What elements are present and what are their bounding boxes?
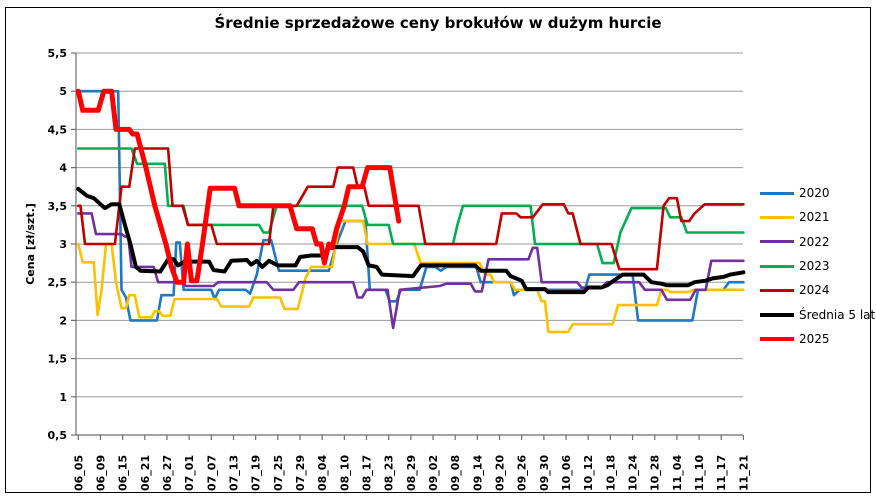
- series-średnia-5-lat: [76, 187, 746, 295]
- legend-swatch-2023: [760, 264, 794, 268]
- legend-swatch-2022: [760, 240, 794, 244]
- x-tick-label: 06_09: [94, 455, 107, 491]
- y-tick-label: 3,5: [48, 200, 68, 213]
- x-tick-label: 06_27: [161, 455, 174, 491]
- legend-swatch-2024: [760, 288, 794, 292]
- y-tick-label: 0,5: [48, 429, 68, 442]
- x-tick-label: 09_30: [538, 455, 551, 491]
- x-tick-label: 09_26: [516, 455, 529, 491]
- x-tick-label: 10_12: [582, 455, 595, 491]
- x-tick-label: 11_17: [715, 455, 728, 491]
- series-2022: [77, 212, 745, 330]
- x-tick-label: 07_07: [205, 455, 218, 491]
- legend: 2020 2021 2022 2023 2024 Średnia 5 lat 2…: [760, 181, 875, 351]
- legend-item-average-5y: Średnia 5 lat: [760, 302, 875, 326]
- y-tick-label: 2,5: [48, 276, 68, 289]
- legend-swatch-average-5y: [760, 312, 794, 317]
- y-tick-label: 3: [59, 238, 67, 251]
- x-tick-label: 08_04: [316, 455, 329, 491]
- x-tick-label: 06_05: [72, 455, 85, 491]
- x-tick-label: 06_15: [117, 455, 130, 491]
- x-tick-label: 08_29: [405, 455, 418, 491]
- series-2025: [75, 88, 402, 285]
- x-tick-label: 08_17: [361, 455, 374, 491]
- x-tick-label: 10_28: [649, 455, 662, 491]
- chart-border: [5, 7, 871, 493]
- y-axis-title: Cena [zł/szt.]: [24, 203, 37, 285]
- x-tick-label: 10_06: [560, 455, 573, 491]
- y-tick-label: 5,5: [48, 47, 68, 60]
- y-tick-label: 4: [59, 162, 67, 175]
- x-tick-label: 09_14: [471, 455, 484, 491]
- axes: 0,5 1 1,5 2 2,5 3 3,5 4 4,5 5 5,5 06_05 06_09 06_15 06…: [48, 47, 751, 491]
- x-tick-label: 09_02: [427, 455, 440, 491]
- legend-item-2021: 2021: [760, 205, 875, 229]
- x-tick-label: 07_13: [227, 455, 240, 491]
- legend-item-2025: 2025: [760, 327, 875, 351]
- x-tick-label: 07_25: [272, 455, 285, 491]
- legend-swatch-2020: [760, 191, 794, 195]
- y-tick-label: 1: [59, 391, 67, 404]
- chart-title: Średnie sprzedażowe ceny brokułów w duży…: [214, 14, 662, 32]
- x-tick-label: 10_18: [604, 455, 617, 491]
- legend-item-2020: 2020: [760, 181, 875, 205]
- x-tick-label: 11_10: [693, 455, 706, 491]
- x-tick-label: 08_23: [383, 455, 396, 491]
- y-tick-label: 5: [59, 85, 67, 98]
- x-tick-label: 07_29: [294, 455, 307, 491]
- x-tick-label: 07_01: [183, 455, 196, 491]
- x-tick-label: 09_20: [494, 455, 507, 491]
- y-tick-label: 1,5: [48, 353, 68, 366]
- y-tick-label: 2: [59, 314, 67, 327]
- legend-item-2023: 2023: [760, 254, 875, 278]
- x-tick-label: 08_10: [338, 455, 351, 491]
- x-tick-label: 06_21: [139, 455, 152, 491]
- legend-item-2024: 2024: [760, 278, 875, 302]
- legend-swatch-2021: [760, 215, 794, 219]
- x-tick-label: 10_24: [627, 455, 640, 491]
- x-tick-label: 11_21: [737, 455, 750, 491]
- legend-swatch-2025: [760, 336, 794, 341]
- x-tick-label: 07_19: [250, 455, 263, 491]
- series-2021: [77, 219, 745, 334]
- x-tick-label: 09_08: [449, 455, 462, 491]
- y-tick-label: 4,5: [48, 123, 68, 136]
- x-tick-label: 11_04: [671, 455, 684, 491]
- legend-item-2022: 2022: [760, 230, 875, 254]
- gridlines: [76, 52, 743, 398]
